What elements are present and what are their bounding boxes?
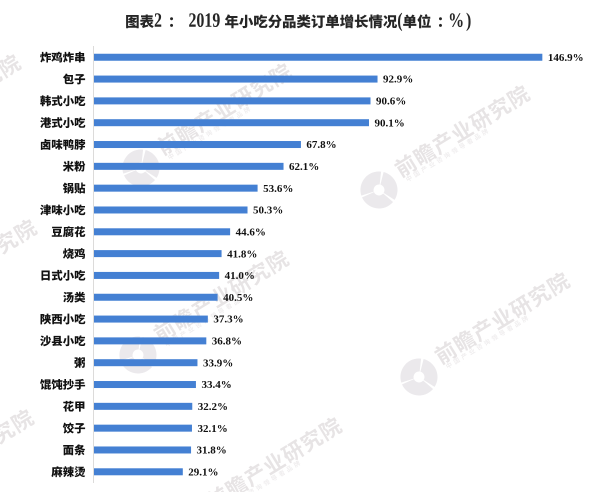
svg-text:53.6%: 53.6% bbox=[263, 183, 293, 195]
svg-text:62.1%: 62.1% bbox=[289, 161, 319, 173]
svg-text:50.3%: 50.3% bbox=[253, 205, 283, 217]
svg-text:33.9%: 33.9% bbox=[203, 357, 233, 369]
svg-text:90.6%: 90.6% bbox=[376, 96, 406, 108]
svg-text:36.8%: 36.8% bbox=[212, 336, 242, 348]
svg-text:31.8%: 31.8% bbox=[197, 445, 227, 457]
svg-text:41.0%: 41.0% bbox=[225, 270, 255, 282]
svg-text:90.1%: 90.1% bbox=[374, 117, 404, 129]
svg-text:33.4%: 33.4% bbox=[201, 379, 231, 391]
svg-text:146.9%: 146.9% bbox=[548, 52, 584, 64]
svg-text:40.5%: 40.5% bbox=[223, 292, 253, 304]
svg-text:92.9%: 92.9% bbox=[383, 74, 413, 86]
svg-text:41.8%: 41.8% bbox=[227, 248, 257, 260]
svg-text:37.3%: 37.3% bbox=[213, 314, 243, 326]
svg-text:44.6%: 44.6% bbox=[236, 226, 266, 238]
svg-text:32.1%: 32.1% bbox=[197, 423, 227, 435]
svg-text:29.1%: 29.1% bbox=[188, 466, 218, 478]
svg-text:32.2%: 32.2% bbox=[198, 401, 228, 413]
svg-text:67.8%: 67.8% bbox=[306, 139, 336, 151]
